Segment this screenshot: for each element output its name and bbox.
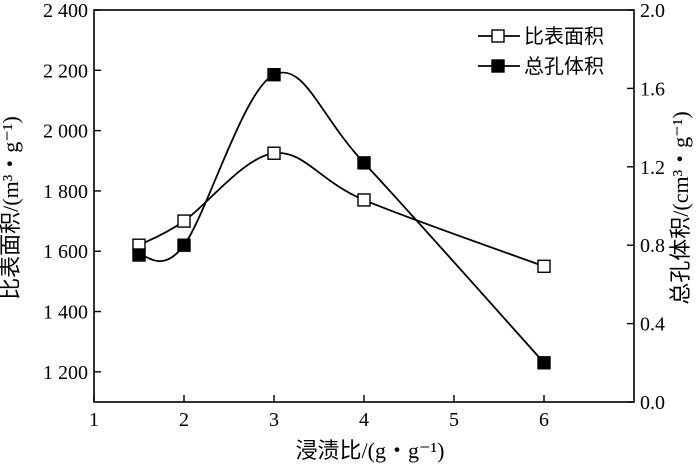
left-y-tick-label: 1 200 <box>43 362 88 384</box>
right-y-tick-label: 1.2 <box>640 157 665 179</box>
legend-marker <box>491 29 505 43</box>
filled-square-marker <box>357 156 371 170</box>
x-tick-label: 1 <box>89 409 99 431</box>
left-y-tick-label: 2 400 <box>43 0 88 22</box>
legend-marker <box>491 59 505 73</box>
filled-square-marker <box>177 238 191 252</box>
x-tick-label: 3 <box>269 409 279 431</box>
filled-square-marker <box>132 248 146 262</box>
left-y-tick-label: 1 800 <box>43 181 88 203</box>
left-y-tick-label: 2 200 <box>43 60 88 82</box>
right-y-tick-label: 0.4 <box>640 314 665 336</box>
x-axis-title: 浸渍比/(g・g⁻¹) <box>296 438 445 463</box>
right-y-tick-label: 1.6 <box>640 78 665 100</box>
open-square-marker <box>177 214 191 228</box>
filled-square-marker <box>537 356 551 370</box>
x-tick-label: 2 <box>179 409 189 431</box>
right-y-tick-label: 2.0 <box>640 0 665 22</box>
left-y-axis-title: 比表面积/(m³・g⁻¹) <box>0 116 23 300</box>
filled-square-marker <box>267 67 281 82</box>
x-axis-ticks: 1 2 3 4 5 6 <box>89 395 549 431</box>
legend-label: 总孔体积 <box>524 55 604 78</box>
x-tick-label: 6 <box>539 409 549 431</box>
left-y-tick-label: 1 600 <box>43 241 88 263</box>
open-square-marker <box>357 193 371 207</box>
x-tick-label: 5 <box>449 409 459 431</box>
right-y-axis-title: 总孔体积/(cm³・g⁻¹) <box>668 111 693 304</box>
x-tick-label: 4 <box>359 409 369 431</box>
right-y-tick-label: 0.8 <box>640 235 665 257</box>
left-y-tick-label: 2 000 <box>43 121 88 143</box>
left-y-tick-label: 1 400 <box>43 302 88 324</box>
open-square-marker <box>267 146 281 160</box>
series-markers <box>132 67 551 370</box>
series-curves <box>138 71 545 364</box>
right-axis-ticks: 0.0 0.4 0.8 1.2 1.6 2.0 <box>627 0 665 414</box>
series-line-2 <box>138 71 545 364</box>
legend-label: 比表面积 <box>524 25 604 48</box>
left-axis-ticks: 1 200 1 400 1 600 1 800 2 000 2 200 2 400 <box>43 0 101 384</box>
open-square-marker <box>537 259 551 274</box>
right-y-tick-label: 0.0 <box>640 392 665 414</box>
series-line-1 <box>138 152 545 268</box>
